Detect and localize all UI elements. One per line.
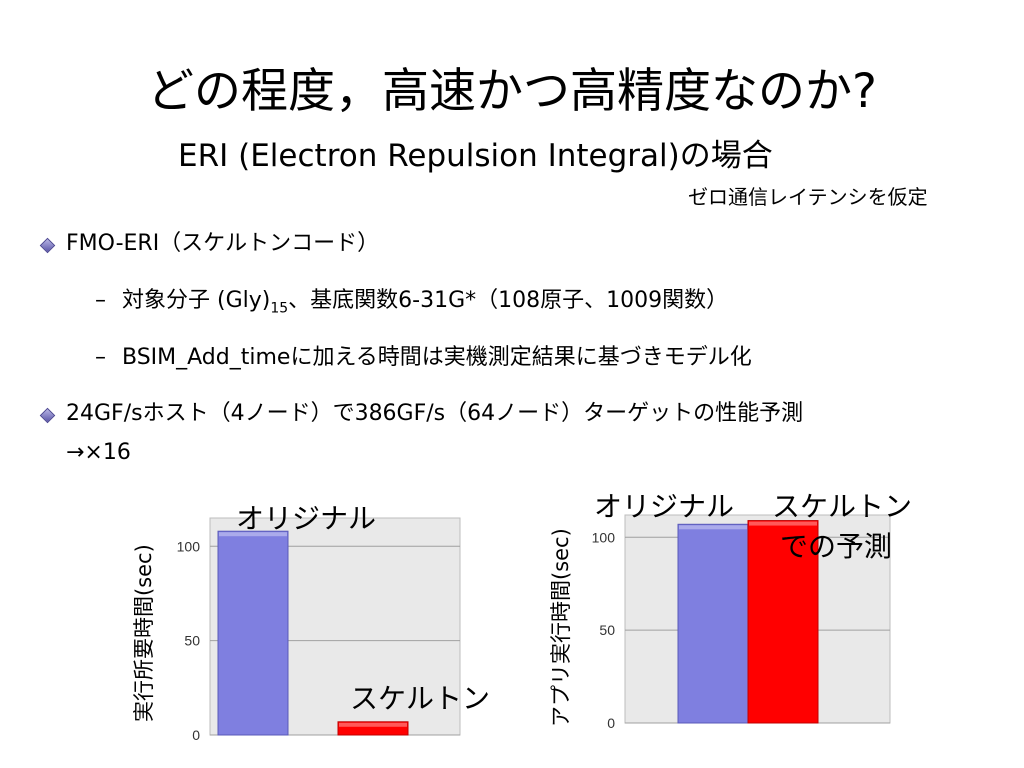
dash-marker: –: [95, 345, 106, 370]
bullet-diamond-icon: [39, 407, 56, 424]
chart-right-ylabel: アプリ実行時間(sec): [549, 528, 573, 727]
y-tick-label: 50: [184, 633, 200, 649]
dash-marker: –: [95, 288, 106, 313]
molecule-text: 対象分子 (Gly): [122, 288, 271, 313]
chart-left: 0 50 100: [177, 517, 461, 743]
y-tick-label: 50: [599, 622, 615, 638]
chart-right: 0 50 100: [592, 514, 891, 731]
y-tick-label: 0: [192, 727, 200, 743]
bullet-speedup: →×16: [66, 440, 131, 465]
chart-right-label-original: オリジナル: [594, 490, 735, 523]
bar-skeleton: [747, 520, 819, 724]
chart-right-label-skeleton: スケルトン: [772, 490, 913, 523]
molecule-subscript: 15: [270, 300, 289, 317]
bar-highlight: [339, 722, 407, 727]
slide-title: どの程度，高速かつ高精度なのか?: [147, 64, 877, 119]
bar-skeleton: [337, 721, 409, 736]
y-tick-label: 0: [607, 715, 615, 731]
slide-subtitle: ERI (Electron Repulsion Integral)の場合: [178, 138, 773, 174]
assumption-note: ゼロ通信レイテンシを仮定: [688, 185, 928, 209]
bullet-fmo-eri: FMO-ERI（スケルトンコード）: [66, 231, 380, 256]
chart-left-ylabel: 実行所要時間(sec): [132, 544, 156, 722]
bullet-performance: 24GF/sホスト（4ノード）で386GF/s（64ノード）ターゲットの性能予測: [66, 401, 804, 426]
bar-original: [677, 523, 749, 724]
bar-highlight: [749, 521, 817, 526]
y-tick-label: 100: [177, 538, 201, 554]
bar-highlight: [679, 525, 747, 530]
bar-original: [217, 530, 289, 736]
bullet-diamond-icon: [39, 237, 56, 254]
chart-right-label-prediction: での予測: [780, 530, 893, 563]
y-tick-label: 100: [592, 529, 616, 545]
chart-left-label-original: オリジナル: [236, 502, 377, 535]
sub-bullet-molecule: 対象分子 (Gly)15、基底関数6-31G*（108原子、1009関数）: [122, 286, 728, 323]
chart-left-label-skeleton: スケルトン: [350, 682, 491, 715]
bar-highlight: [219, 532, 287, 537]
sub-bullet-bsim: BSIM_Add_timeに加える時間は実機測定結果に基づきモデル化: [122, 345, 752, 370]
basis-text: 、基底関数6-31G*（108原子、1009関数）: [288, 288, 729, 313]
